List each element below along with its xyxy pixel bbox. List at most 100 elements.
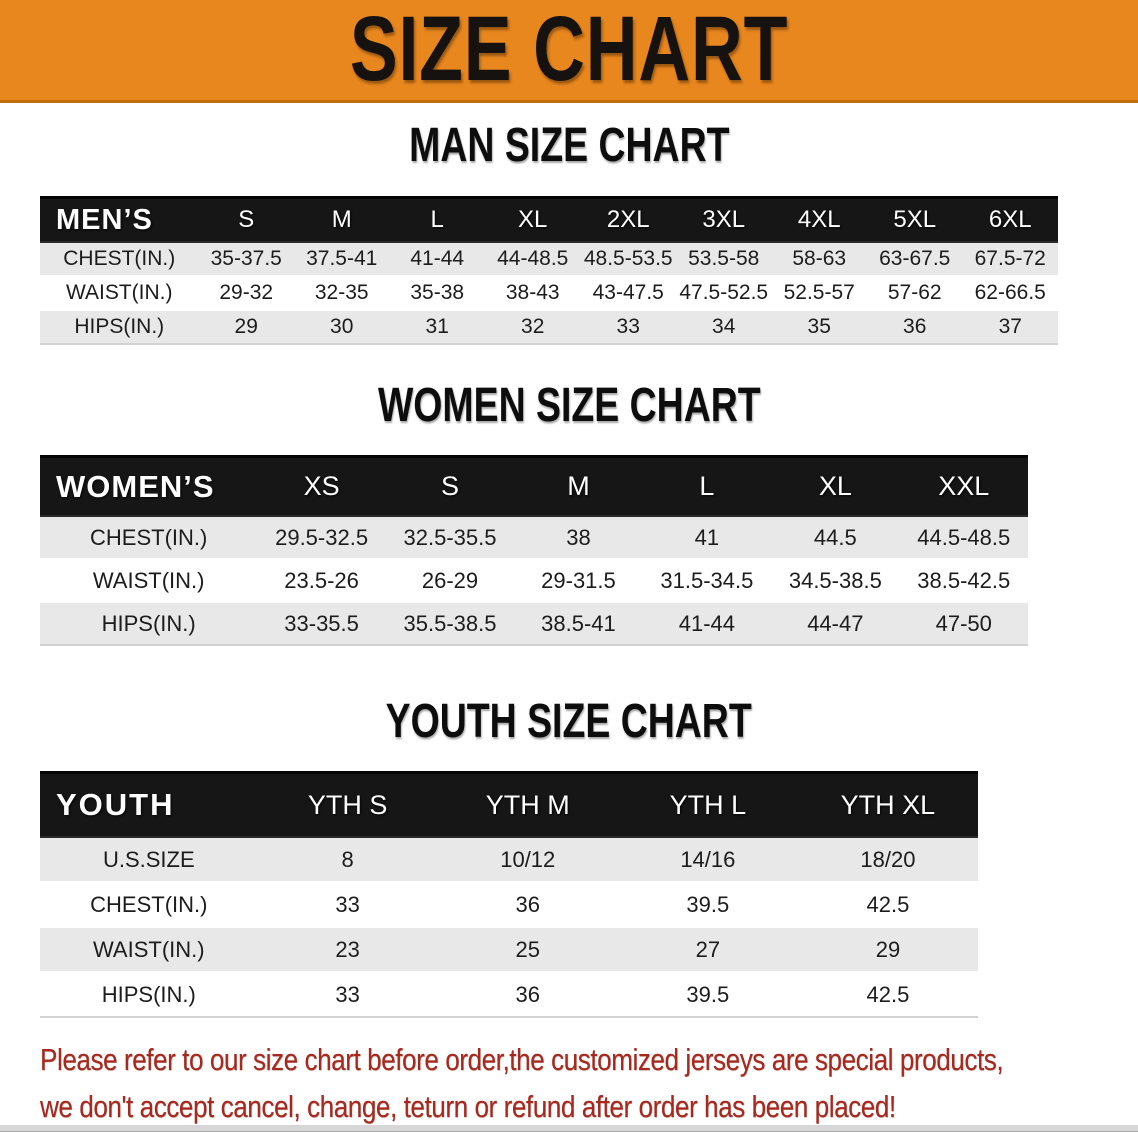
table-header-row: WOMEN’S XS S M L XL XXL: [40, 455, 1028, 517]
size-column-header: S: [385, 455, 515, 517]
size-column-header: M: [514, 455, 643, 517]
size-column-header: S: [198, 196, 294, 243]
value-cell: 42.5: [797, 883, 978, 928]
value-cell: 38.5-42.5: [899, 560, 1028, 603]
table-title-cell: YOUTH: [40, 771, 258, 838]
value-cell: 58-63: [771, 243, 867, 277]
size-column-header: YTH XL: [797, 771, 978, 838]
man-section-heading-text: MAN SIZE CHART: [408, 119, 730, 172]
row-label-cell: CHEST(IN.): [40, 517, 258, 560]
youth-section-heading-text: YOUTH SIZE CHART: [385, 695, 753, 748]
value-cell: 41-44: [389, 243, 485, 277]
value-cell: 31.5-34.5: [642, 560, 772, 603]
value-cell: 18/20: [797, 838, 978, 883]
value-cell: 67.5-72: [962, 243, 1058, 277]
size-column-header: 2XL: [580, 196, 676, 243]
value-cell: 57-62: [866, 277, 963, 311]
size-column-header: XL: [771, 455, 900, 517]
value-cell: 43-47.5: [580, 277, 676, 311]
value-cell: 37: [962, 311, 1058, 345]
man-section-heading: MAN SIZE CHART: [0, 118, 1138, 173]
value-cell: 47.5-52.5: [675, 277, 772, 311]
value-cell: 41-44: [642, 603, 772, 646]
value-cell: 47-50: [899, 603, 1028, 646]
size-column-header: 6XL: [962, 196, 1058, 243]
size-column-header: XS: [257, 455, 386, 517]
table-title-cell: MEN’S: [40, 196, 199, 243]
value-cell: 31: [389, 311, 485, 345]
value-cell: 33: [580, 311, 676, 345]
value-cell: 10/12: [437, 838, 618, 883]
size-column-header: 4XL: [771, 196, 867, 243]
table-row: HIPS(IN.) 33 36 39.5 42.5: [40, 973, 978, 1018]
value-cell: 41: [642, 517, 772, 560]
value-cell: 26-29: [385, 560, 515, 603]
value-cell: 35.5-38.5: [385, 603, 515, 646]
value-cell: 29: [797, 928, 978, 973]
man-size-table: MEN’S S M L XL 2XL 3XL 4XL 5XL 6XL CHEST(IN.) 35-37…: [40, 196, 1058, 345]
bottom-divider: [0, 1125, 1138, 1132]
value-cell: 62-66.5: [962, 277, 1058, 311]
disclaimer-text: Please refer to our size chart before or…: [40, 1036, 1120, 1130]
value-cell: 42.5: [797, 973, 978, 1018]
size-column-header: XL: [484, 196, 581, 243]
value-cell: 35: [771, 311, 867, 345]
value-cell: 36: [866, 311, 963, 345]
value-cell: 36: [437, 883, 618, 928]
value-cell: 29.5-32.5: [257, 517, 386, 560]
value-cell: 34.5-38.5: [771, 560, 900, 603]
youth-size-table-wrap: YOUTH YTH S YTH M YTH L YTH XL U.S.SIZE 8 10/12…: [40, 771, 1098, 1018]
value-cell: 33: [257, 883, 438, 928]
row-label-cell: CHEST(IN.): [40, 243, 199, 277]
banner: SIZE CHART: [0, 0, 1138, 103]
women-size-table: WOMEN’S XS S M L XL XXL CHEST(IN.) 29.5-32.5 32.5…: [40, 455, 1028, 646]
row-label-cell: WAIST(IN.): [40, 928, 258, 973]
value-cell: 30: [293, 311, 390, 345]
value-cell: 48.5-53.5: [580, 243, 676, 277]
value-cell: 44.5-48.5: [899, 517, 1028, 560]
size-column-header: M: [293, 196, 390, 243]
value-cell: 38.5-41: [514, 603, 643, 646]
value-cell: 27: [617, 928, 798, 973]
value-cell: 37.5-41: [293, 243, 390, 277]
women-section-heading: WOMEN SIZE CHART: [0, 378, 1138, 433]
man-size-table-wrap: MEN’S S M L XL 2XL 3XL 4XL 5XL 6XL CHEST(IN.) 35-37…: [40, 196, 1098, 345]
row-label-cell: HIPS(IN.): [40, 973, 258, 1018]
table-row: U.S.SIZE 8 10/12 14/16 18/20: [40, 838, 978, 883]
table-header-row: MEN’S S M L XL 2XL 3XL 4XL 5XL 6XL: [40, 196, 1058, 243]
value-cell: 29-32: [198, 277, 294, 311]
banner-title: SIZE CHART: [349, 0, 789, 100]
size-column-header: YTH M: [437, 771, 618, 838]
value-cell: 33-35.5: [257, 603, 386, 646]
value-cell: 36: [437, 973, 618, 1018]
value-cell: 23.5-26: [257, 560, 386, 603]
size-column-header: 5XL: [866, 196, 963, 243]
value-cell: 63-67.5: [866, 243, 963, 277]
size-column-header: 3XL: [675, 196, 772, 243]
value-cell: 32: [484, 311, 581, 345]
value-cell: 29-31.5: [514, 560, 643, 603]
value-cell: 38-43: [484, 277, 581, 311]
table-row: WAIST(IN.) 23 25 27 29: [40, 928, 978, 973]
row-label-cell: WAIST(IN.): [40, 560, 258, 603]
value-cell: 35-37.5: [198, 243, 294, 277]
table-row: HIPS(IN.) 33-35.5 35.5-38.5 38.5-41 41-44 44-…: [40, 603, 1028, 646]
table-row: CHEST(IN.) 33 36 39.5 42.5: [40, 883, 978, 928]
value-cell: 39.5: [617, 883, 798, 928]
size-column-header: YTH L: [617, 771, 798, 838]
row-label-cell: HIPS(IN.): [40, 311, 199, 345]
size-column-header: L: [389, 196, 485, 243]
value-cell: 44-47: [771, 603, 900, 646]
value-cell: 8: [257, 838, 438, 883]
table-row: WAIST(IN.) 23.5-26 26-29 29-31.5 31.5-34.5 34…: [40, 560, 1028, 603]
value-cell: 25: [437, 928, 618, 973]
women-size-table-wrap: WOMEN’S XS S M L XL XXL CHEST(IN.) 29.5-32.5 32.5…: [40, 455, 1098, 646]
table-header-row: YOUTH YTH S YTH M YTH L YTH XL: [40, 771, 978, 838]
value-cell: 32.5-35.5: [385, 517, 515, 560]
value-cell: 53.5-58: [675, 243, 772, 277]
table-row: WAIST(IN.) 29-32 32-35 35-38 38-43 43-47.5 47.…: [40, 277, 1058, 311]
row-label-cell: U.S.SIZE: [40, 838, 258, 883]
value-cell: 29: [198, 311, 294, 345]
table-row: CHEST(IN.) 29.5-32.5 32.5-35.5 38 41 44.5 44.5…: [40, 517, 1028, 560]
